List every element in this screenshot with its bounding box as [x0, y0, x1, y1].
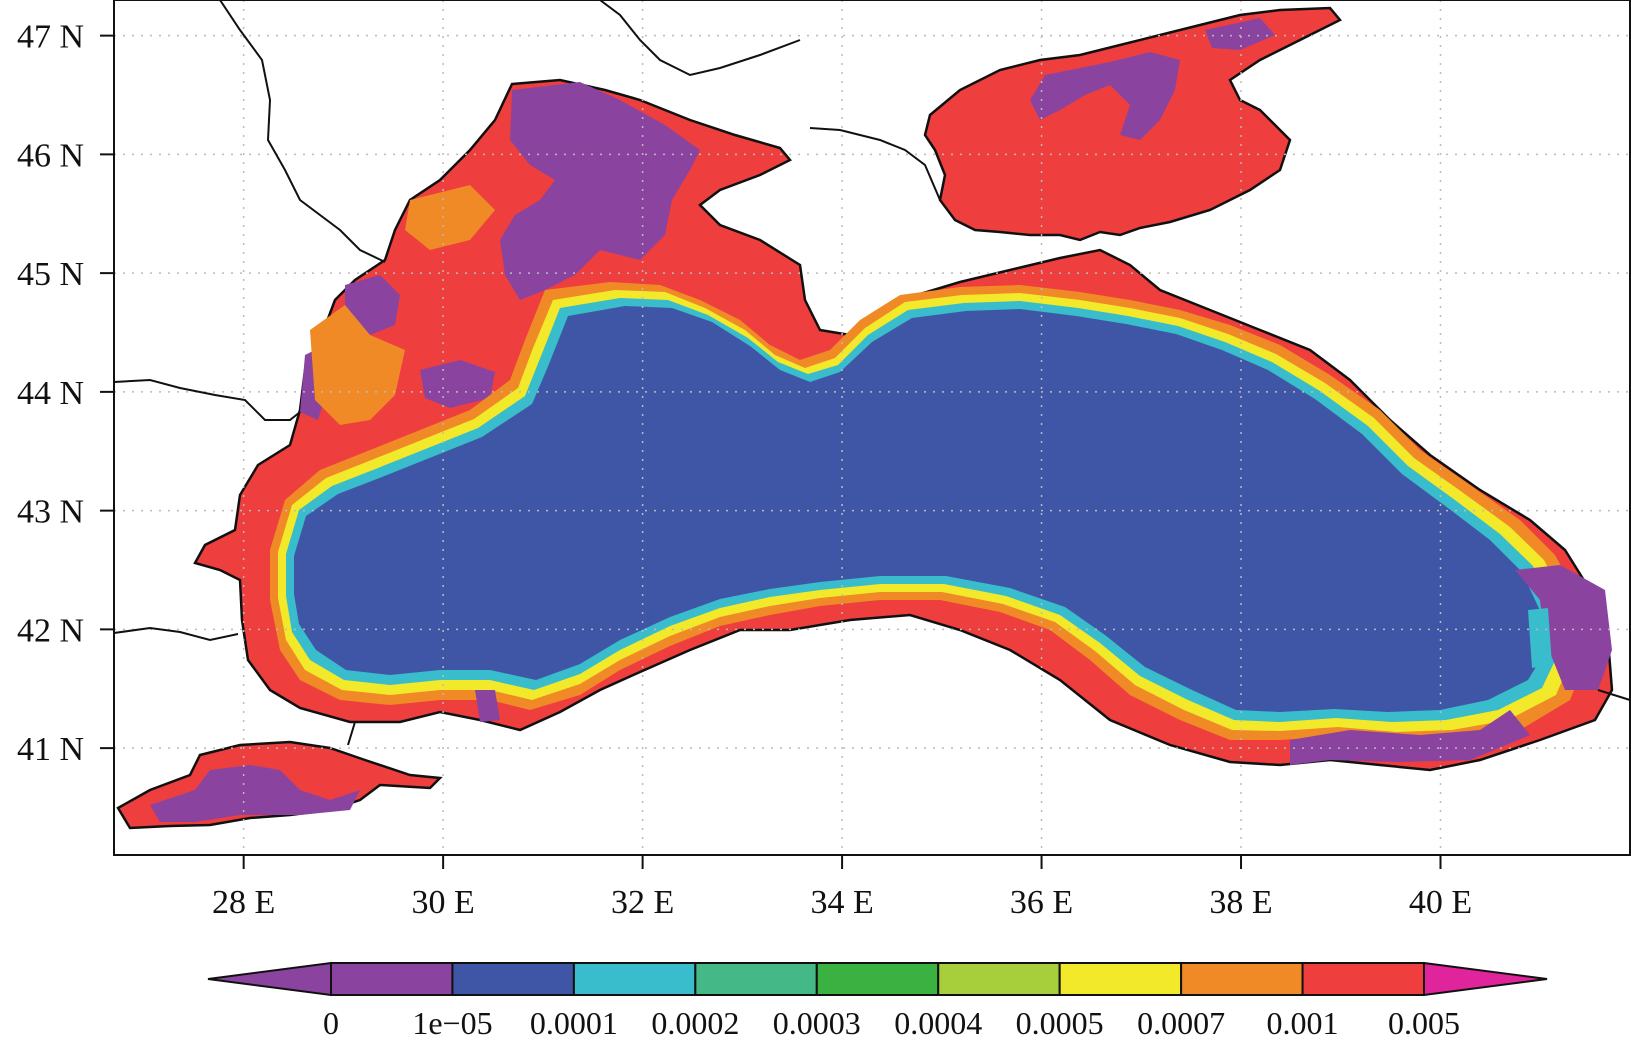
azov-low-patch-2 [1205, 18, 1275, 50]
colorbar-segment [1058, 962, 1183, 996]
colorbar-segment [451, 962, 575, 996]
colorbar-segment [815, 962, 940, 996]
deep-basin [294, 306, 1546, 712]
colorbar-label: 0.005 [1388, 1005, 1460, 1041]
azov-low-patch [1030, 52, 1180, 140]
colorbar-label: 0.001 [1267, 1005, 1339, 1041]
colorbar-segment [572, 962, 697, 996]
colorbar-segment [1180, 962, 1304, 996]
x-axis: 28 E 30 E 32 E 34 E 36 E 38 E 40 E [212, 855, 1472, 921]
colorbar-label: 0.0003 [773, 1005, 861, 1041]
se-corner-low-patch [1515, 565, 1612, 690]
colorbar-label: 0.0002 [651, 1005, 739, 1041]
nw-shelf-edge-patch [405, 185, 495, 250]
colorbar-over-triangle [1423, 961, 1548, 997]
colorbar-segment [330, 962, 454, 996]
y-tick-label: 45 N [17, 256, 84, 293]
x-tick-label: 30 E [411, 884, 474, 921]
y-tick-label: 41 N [17, 731, 84, 768]
x-tick-label: 28 E [212, 884, 275, 921]
map-grid [114, 0, 1630, 855]
x-tick-label: 36 E [1010, 884, 1073, 921]
colorbar-segment [937, 962, 1061, 996]
colorbar-label: 0.0004 [894, 1005, 982, 1041]
plot-frame [113, 0, 1631, 856]
colorbar-label: 0.0005 [1016, 1005, 1104, 1041]
y-tick-label: 44 N [17, 375, 84, 412]
se-corner-cyan [1528, 608, 1552, 668]
y-axis: 41 N 42 N 43 N 44 N 45 N 46 N 47 N [17, 19, 114, 768]
x-tick-label: 40 E [1409, 884, 1472, 921]
nw-shelf-edge-patch-2 [310, 305, 405, 425]
colorbar-segment [694, 962, 818, 996]
x-tick-label: 34 E [810, 884, 873, 921]
nw-shelf-low-patch-4 [420, 360, 495, 408]
y-tick-label: 43 N [17, 494, 84, 531]
colorbar-under-triangle [207, 961, 332, 997]
colorbar: 0 1e−05 0.0001 0.0002 0.0003 0.0004 0.0005 0.00… [207, 961, 1548, 1041]
marmara-low-patch [150, 765, 360, 822]
y-tick-label: 42 N [17, 612, 84, 649]
colorbar-label: 1e−05 [412, 1005, 492, 1041]
y-tick-label: 47 N [17, 19, 84, 56]
y-tick-label: 46 N [17, 137, 84, 174]
nw-shelf-low-patch-2 [345, 275, 400, 335]
colorbar-label: 0 [323, 1005, 339, 1041]
colorbar-label: 0.0001 [530, 1005, 618, 1041]
x-tick-label: 32 E [611, 884, 674, 921]
country-borders [113, 0, 1631, 746]
nw-shelf-low-patch [500, 82, 700, 300]
colorbar-segment [1301, 962, 1425, 996]
sw-low-patch [475, 690, 500, 722]
x-tick-label: 38 E [1209, 884, 1272, 921]
south-coast-low-patch [1290, 710, 1530, 765]
colorbar-label: 0.0007 [1137, 1005, 1225, 1041]
